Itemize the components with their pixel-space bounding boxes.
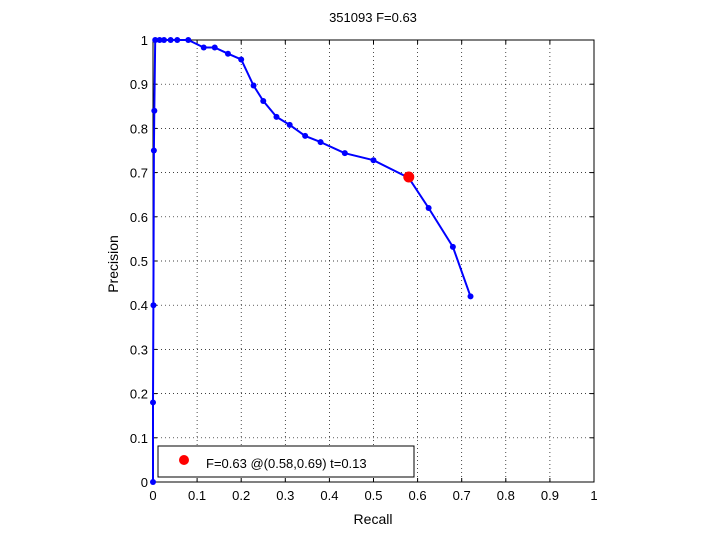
x-tick-label: 0.6 [409,488,427,503]
data-point [161,37,168,43]
x-tick-label: 0.8 [497,488,515,503]
y-tick-label: 0.5 [130,254,148,269]
y-tick-label: 0.2 [130,387,148,402]
data-point [302,132,309,139]
chart-title: 351093 F=0.63 [329,10,417,25]
y-axis-label: Precision [105,235,121,293]
data-point [167,37,174,43]
data-point [370,157,377,164]
grid-layer [153,40,594,482]
data-point [238,56,245,63]
data-point [341,150,348,157]
x-axis-label: Recall [354,511,393,527]
data-point [467,293,474,300]
series-layer [150,37,474,485]
x-tick-label: 0 [149,488,156,503]
data-point [273,113,280,120]
data-point [260,97,267,104]
data-point [150,302,157,309]
data-point [317,139,324,146]
legend-marker [179,455,189,465]
y-tick-label: 0 [141,475,148,490]
y-tick-label: 0.7 [130,166,148,181]
tick-layer: 0 0.1 0.2 0.3 0.4 0.5 0.6 0.7 0.8 0.9 1 0 0.1 0.2 0.3 0… [130,33,598,503]
data-point [152,37,159,43]
x-tick-label: 0.7 [453,488,471,503]
y-tick-label: 0.4 [130,298,148,313]
best-layer [403,171,415,183]
x-tick-label: 0.3 [276,488,294,503]
data-point [174,37,181,43]
x-tick-label: 0.1 [188,488,206,503]
legend-label: F=0.63 @(0.58,0.69) t=0.13 [206,456,367,471]
y-tick-label: 0.1 [130,431,148,446]
x-tick-label: 0.4 [320,488,338,503]
data-point [200,44,207,51]
data-point [449,243,456,250]
data-point [151,107,158,114]
data-point [286,121,293,128]
data-point [156,37,163,43]
legend-box [157,445,415,478]
legend: F=0.63 @(0.58,0.69) t=0.13 [157,445,415,478]
data-point [150,479,156,485]
x-tick-label: 0.2 [232,488,250,503]
data-point [250,82,257,89]
y-tick-label: 1 [141,33,148,48]
y-tick-label: 0.8 [130,121,148,136]
y-tick-label: 0.6 [130,210,148,225]
data-point [150,399,156,406]
data-point [185,37,192,43]
data-point [425,204,432,211]
data-point [224,50,231,57]
y-tick-label: 0.9 [130,77,148,92]
y-tick-label: 0.3 [130,342,148,357]
series-line [152,39,472,482]
data-point [150,147,157,154]
x-tick-label: 0.5 [364,488,382,503]
best-f-point [403,171,415,183]
data-point [211,44,218,51]
x-tick-label: 0.9 [541,488,559,503]
x-tick-label: 1 [590,488,597,503]
